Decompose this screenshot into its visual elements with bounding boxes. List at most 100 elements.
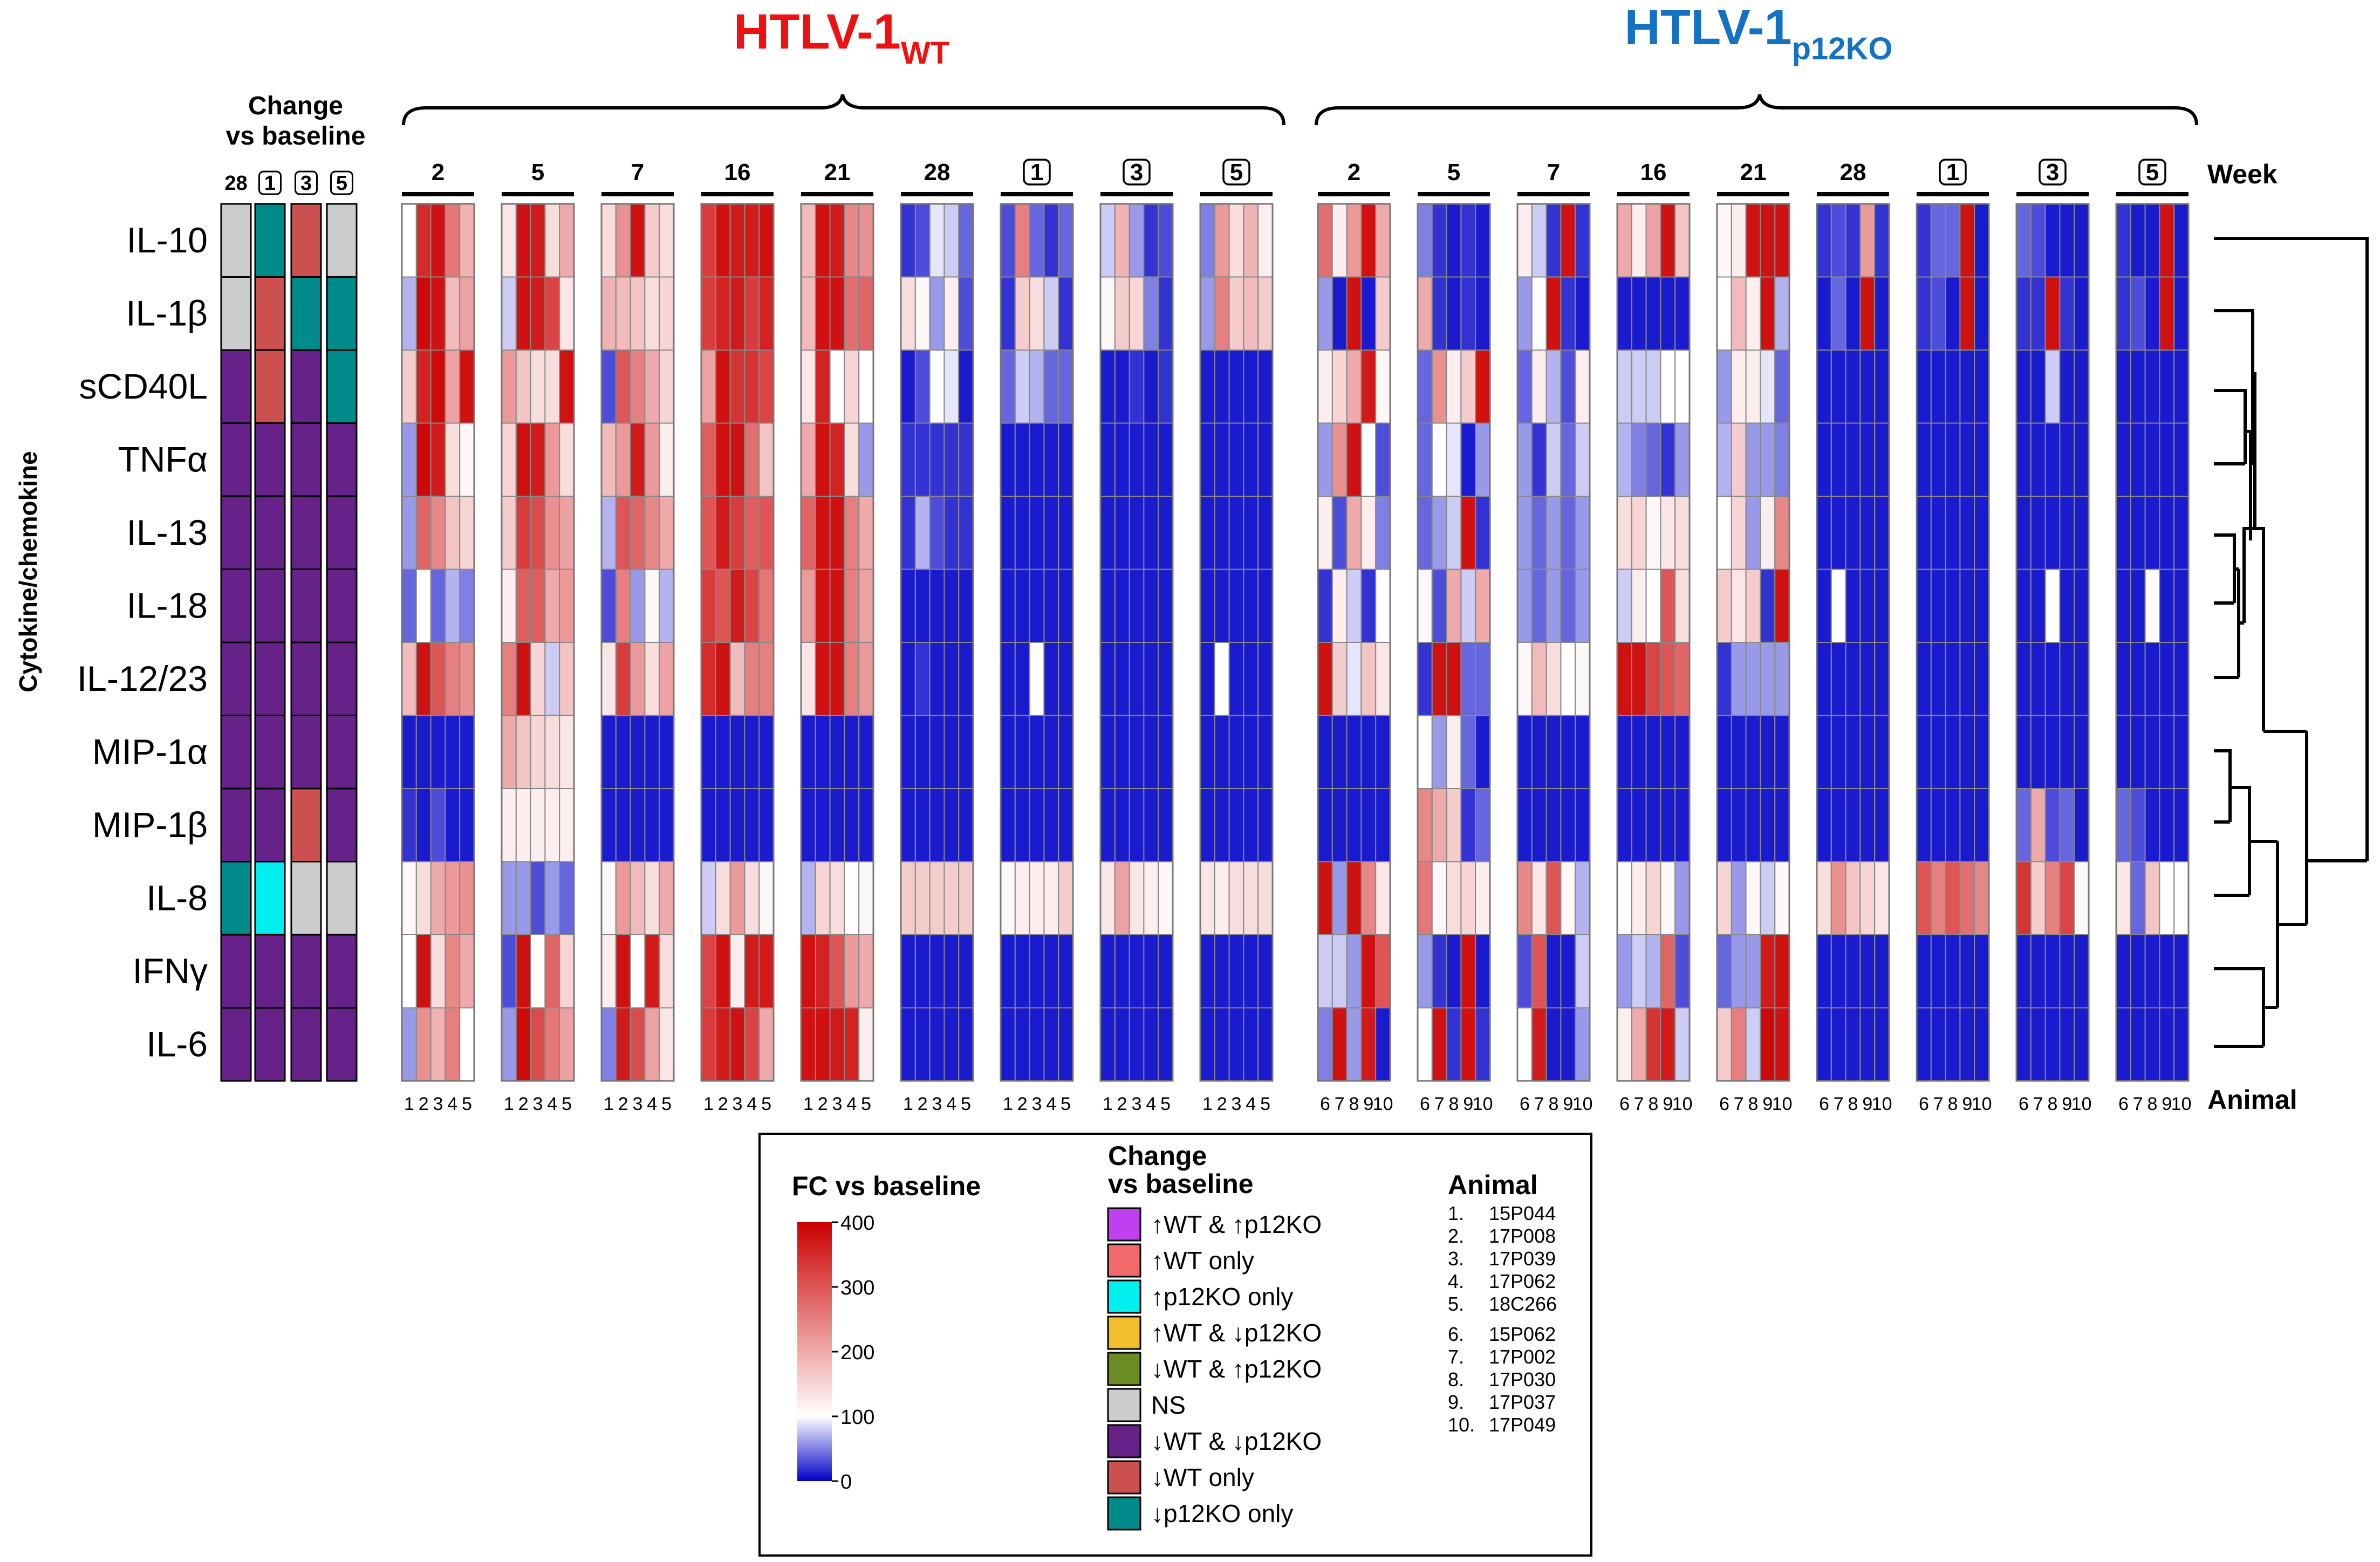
- heat-cell: [2130, 350, 2146, 424]
- heat-cell: [1043, 642, 1059, 716]
- heat-cell: [2173, 642, 2189, 716]
- heat-cell: [2016, 1007, 2032, 1081]
- week-label: 28: [924, 159, 950, 186]
- heat-cell: [1058, 715, 1073, 789]
- heat-cell: [958, 861, 974, 935]
- animal-legend-id: 17P039: [1489, 1248, 1556, 1270]
- heat-cell: [943, 496, 960, 570]
- heat-cell: [858, 496, 874, 570]
- heat-cell: [801, 203, 816, 278]
- heat-cell: [2173, 276, 2189, 351]
- animal-tick: 1: [604, 1094, 614, 1114]
- heat-cell: [515, 1007, 531, 1081]
- heat-cell: [1945, 642, 1961, 716]
- heat-cell: [1760, 715, 1776, 789]
- week-label: 5: [2146, 159, 2159, 186]
- heat-cell: [1346, 934, 1362, 1009]
- heat-cell: [1930, 496, 1946, 570]
- animal-tick: 7: [1933, 1094, 1944, 1114]
- heat-cell: [1874, 350, 1890, 424]
- heat-cell: [1974, 1007, 1989, 1081]
- heat-cell: [1617, 568, 1632, 643]
- heat-cell: [1257, 276, 1273, 351]
- heat-cell: [1575, 422, 1590, 497]
- heat-cell: [1660, 422, 1676, 497]
- heat-cell: [943, 861, 960, 935]
- change-legend-swatch: [1107, 1496, 1141, 1531]
- heat-cell: [401, 568, 417, 643]
- heat-cell: [1631, 934, 1647, 1009]
- change-cell: [254, 349, 286, 424]
- heat-cell: [1631, 715, 1647, 789]
- heat-cell: [1959, 496, 1975, 570]
- heat-cell: [1816, 788, 1832, 862]
- heat-cell: [1959, 642, 1975, 716]
- heat-cell: [2074, 276, 2089, 351]
- heat-cell: [1617, 642, 1632, 716]
- heat-cell: [1531, 934, 1547, 1009]
- heat-cell: [1446, 496, 1462, 570]
- change-cell: [220, 203, 252, 278]
- heat-cell: [1945, 568, 1961, 643]
- heat-cell: [601, 934, 617, 1009]
- heat-cell: [459, 715, 475, 789]
- heat-cell: [1760, 276, 1776, 351]
- heat-cell: [644, 496, 660, 570]
- heat-cell: [2059, 568, 2075, 643]
- change-cell: [290, 203, 322, 278]
- heat-cell: [1930, 1007, 1946, 1081]
- heat-cell: [758, 934, 774, 1009]
- heat-cell: [829, 203, 845, 278]
- ko-title: HTLV-1p12KO: [1624, 0, 1892, 66]
- heat-cell: [2074, 350, 2089, 424]
- heat-cell: [1874, 788, 1890, 862]
- heat-cell: [758, 1007, 774, 1081]
- heat-cell: [801, 934, 816, 1009]
- heat-cell: [1417, 568, 1433, 643]
- heat-cell: [401, 203, 417, 278]
- heat-cell: [1200, 934, 1215, 1009]
- heat-cell: [615, 422, 631, 497]
- heat-cell: [1431, 861, 1447, 935]
- heat-cell: [1029, 1007, 1045, 1081]
- animal-tick: 6: [1619, 1094, 1630, 1114]
- heat-cell: [1575, 642, 1590, 716]
- heat-cell: [1214, 350, 1230, 424]
- animal-tick: 3: [733, 1094, 743, 1114]
- change-heatmap: 28 1 3 5: [220, 170, 358, 1082]
- heat-cell: [1645, 1007, 1661, 1081]
- heat-cell: [929, 496, 945, 570]
- heat-cell: [601, 861, 617, 935]
- heat-cell: [943, 350, 960, 424]
- heat-cell: [1431, 276, 1447, 351]
- heat-cell: [1617, 861, 1632, 935]
- row-label: TNFα: [118, 439, 208, 479]
- animal-tick: 2: [718, 1094, 728, 1114]
- heat-cell: [1560, 422, 1576, 497]
- change-cell: [220, 495, 252, 570]
- heat-cell: [844, 934, 860, 1009]
- heat-cell: [1014, 642, 1030, 716]
- heat-cell: [515, 642, 531, 716]
- change-cell: [326, 861, 358, 936]
- change-legend-label: ↓WT & ↓p12KO: [1151, 1427, 1322, 1455]
- heat-cell: [615, 861, 631, 935]
- heat-cell: [2016, 715, 2032, 789]
- change-cell: [290, 276, 322, 351]
- animal-tick: 4: [846, 1094, 857, 1114]
- heat-cell: [715, 568, 731, 643]
- heat-cell: [701, 934, 716, 1009]
- heat-cell: [1360, 568, 1377, 643]
- heat-cell: [1859, 861, 1876, 935]
- heat-cell: [1816, 568, 1832, 643]
- heat-cell: [1346, 422, 1362, 497]
- heat-cell: [1959, 568, 1975, 643]
- heat-cell: [1043, 1007, 1059, 1081]
- heat-cell: [1475, 568, 1490, 643]
- heat-cell: [1114, 422, 1130, 497]
- heat-cell: [601, 350, 617, 424]
- heat-cell: [1974, 350, 1989, 424]
- animal-tick: 5: [462, 1094, 472, 1114]
- heat-cell: [1531, 568, 1547, 643]
- heat-cell: [2144, 934, 2160, 1009]
